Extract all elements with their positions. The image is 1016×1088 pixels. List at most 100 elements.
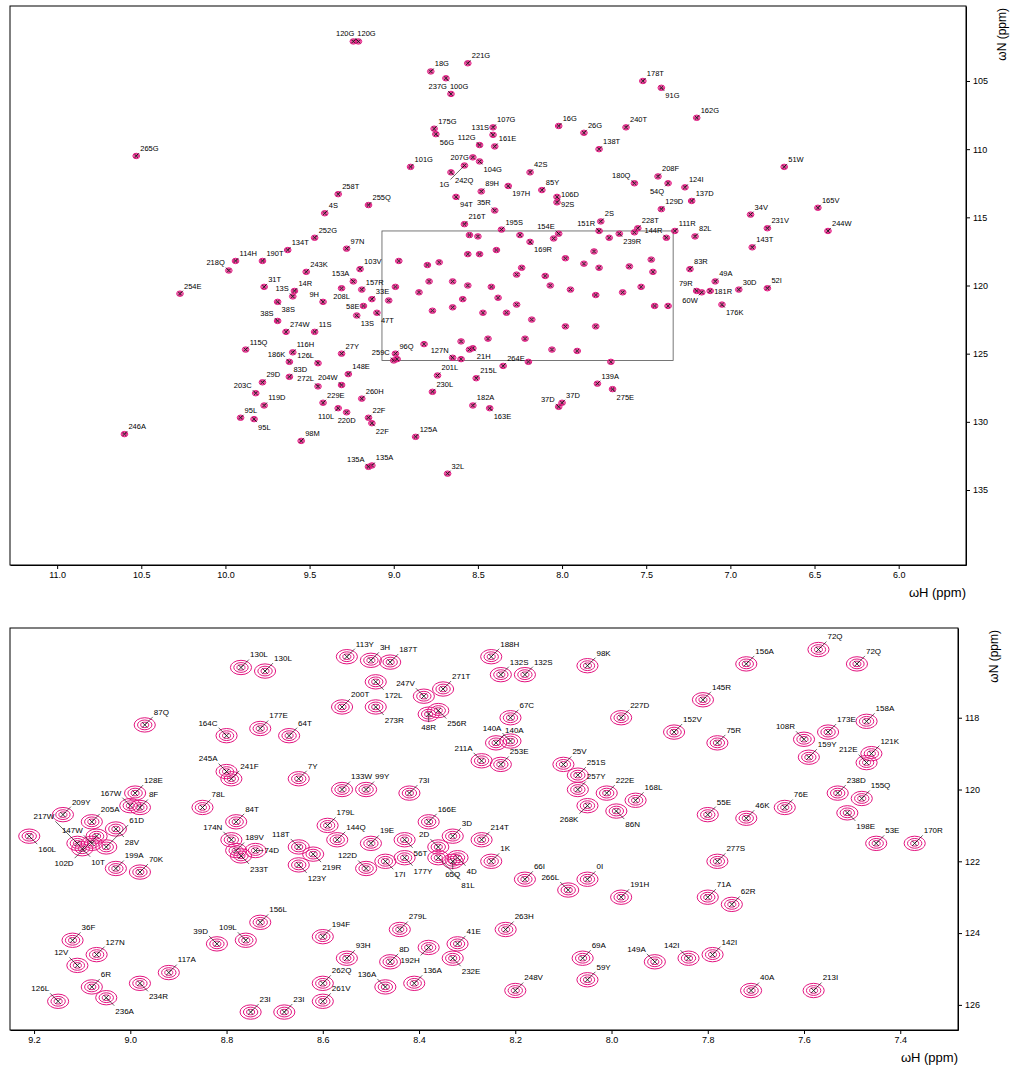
peak-label: 203C [234,381,253,390]
leader-line [492,208,495,211]
leader-line [490,408,493,411]
leader-line [315,235,318,238]
peak-contour [594,325,597,327]
peak-marker [476,235,480,239]
leader-line [626,124,629,127]
peak-label: 4S [329,201,338,210]
leader-line [362,396,365,399]
peak-contour [543,274,548,278]
tick: 8.0 [606,1030,619,1045]
peak-contour [427,69,434,74]
leader-line [246,347,249,350]
peak-contour [555,123,562,128]
peak [562,324,569,329]
peak-label: 218Q [206,258,225,267]
peak-marker [515,273,519,277]
peak [856,755,877,769]
leader-line [751,212,754,215]
peak-contour [356,861,377,875]
leader-line [675,228,678,231]
plot-frame [10,628,958,1030]
peak-marker [621,291,625,295]
x-axis: 11.010.510.09.59.08.58.07.57.06.56.0 [11,565,967,580]
peak [433,682,454,696]
peak-marker [708,289,712,293]
peak-contour [631,181,638,186]
peak-marker [651,270,655,274]
leader-line [323,400,326,403]
peak-labels: 120G120G18G221G100G237G178T91G162G16G26G… [128,29,852,470]
peak-contour [355,39,362,44]
leader-line [241,415,244,418]
peak-contour [628,265,631,267]
peak-label: 221G [472,51,491,60]
leader-line [411,164,414,167]
peak [315,360,322,365]
peak [279,729,300,743]
peak-contour [225,268,232,273]
peak-contour [648,257,655,262]
peak [707,854,728,868]
leader-line [391,357,394,360]
tick-label: 105 [973,76,988,86]
peak-contour [476,159,483,164]
peak-contour [86,947,107,961]
peak [464,61,471,66]
peak [129,800,150,814]
peak-contour [490,132,497,137]
peak [331,700,352,714]
tick-mark [804,1030,805,1034]
peak-contour [443,76,450,81]
leader-line [348,371,351,374]
peak-contour [817,725,838,739]
peak [125,786,146,800]
peak-contour [428,280,431,282]
peak-marker [607,236,611,240]
peak-contour [158,965,179,979]
peak-label: 115Q [250,338,268,347]
peak-contour [649,258,654,262]
peak-label: 106D [561,190,580,199]
peak-contour [315,384,322,389]
peak-contour [515,274,518,276]
peak-contour [450,280,455,284]
peak [596,786,617,800]
peak [392,284,399,289]
peak-contour [380,955,401,969]
peak [555,404,562,409]
peak-label: 96Q [399,342,413,351]
peak-label: 79R [679,279,693,288]
leader-line [481,188,484,191]
leader-line [631,180,634,183]
peak-contour [485,336,492,341]
peak-contour [471,833,492,847]
x-axis: 9.29.08.88.68.48.28.07.87.67.4 [11,1030,959,1045]
peak-label: 190T [266,249,284,258]
peak [648,257,655,262]
peak [473,375,480,380]
peak-contour [252,390,259,395]
tick: 6.5 [809,565,822,580]
peak [312,930,333,944]
leader-line [431,68,434,71]
leader-line [752,244,755,247]
peak-label: 11S [319,320,332,329]
leader-line [503,363,506,366]
leader-line [464,221,467,224]
peak-contour [596,265,603,270]
peak-contour [527,361,530,363]
peak-contour [623,125,630,130]
tick: 105 [966,76,988,86]
peak [581,261,588,266]
leader-line [124,431,127,434]
tick-label: 10.0 [217,570,235,580]
peak-marker [609,360,613,364]
leader-line [136,153,139,156]
peak-marker [575,349,579,353]
tick-mark [323,1030,324,1034]
peak [389,922,410,936]
tick: 8.2 [510,1030,523,1045]
peak-contour [245,843,266,857]
peak-contour [19,829,40,843]
peak-contour [248,846,262,856]
